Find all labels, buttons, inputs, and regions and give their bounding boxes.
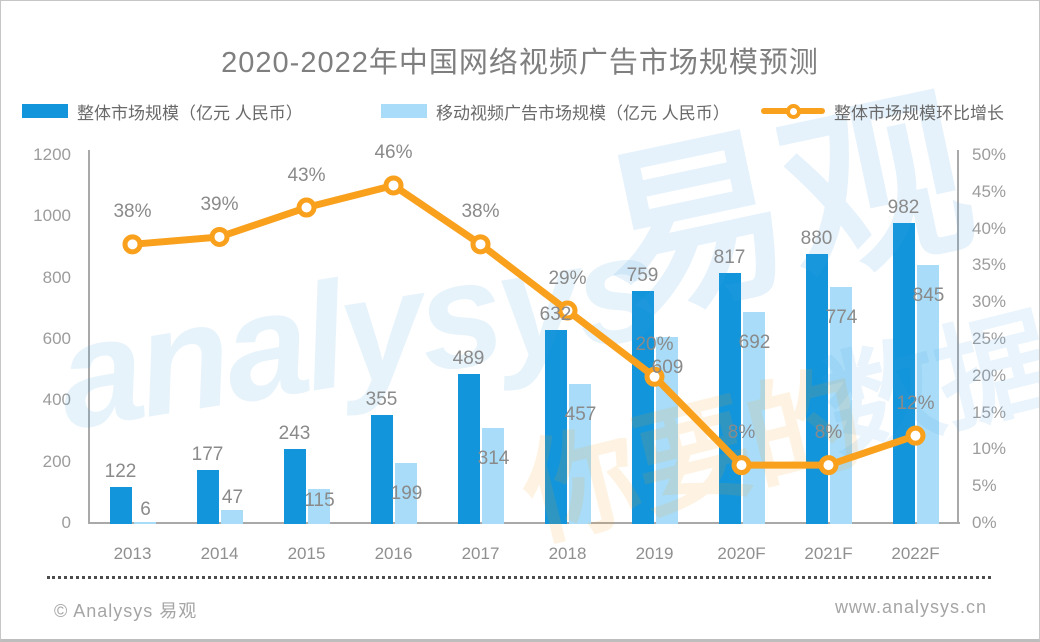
bar-value-label-mobile: 692 [738, 331, 771, 353]
bottom-axis-line [88, 522, 960, 524]
left-axis-tick-label: 600 [42, 329, 71, 348]
line-marker-icon [470, 234, 491, 255]
bar-value-label-mobile: 199 [390, 482, 423, 504]
bar-value-label-total: 489 [452, 348, 485, 370]
footer-copyright: © Analysys 易观 [54, 601, 198, 621]
legend-label: 整体市场规模环比增长 [834, 103, 1004, 123]
line-marker-icon [383, 175, 404, 196]
bar-total-market [718, 273, 741, 524]
bar-value-label-total: 880 [800, 228, 833, 250]
line-marker-icon [122, 234, 143, 255]
dotted-separator [47, 576, 991, 579]
bar-value-label-mobile: 47 [221, 486, 244, 508]
line-percent-label: 46% [374, 142, 413, 164]
bar-value-label-mobile: 845 [912, 284, 945, 306]
right-axis-line [957, 150, 959, 524]
legend-item-total-market: 整体市场规模（亿元 人民币） [22, 100, 303, 123]
bar-mobile-market [481, 427, 504, 524]
right-axis-tick-label: 40% [972, 218, 1007, 238]
line-percent-label: 29% [548, 267, 587, 289]
line-percent-label: 12% [896, 392, 935, 414]
right-axis-tick-label: 35% [972, 255, 1007, 275]
left-axis-tick-label: 200 [42, 451, 71, 471]
bar-value-label-total: 243 [278, 423, 311, 445]
right-axis-tick-label: 30% [972, 292, 1007, 312]
bar-total-market [109, 486, 132, 524]
legend-label: 整体市场规模（亿元 人民币） [77, 103, 303, 123]
bar-value-label-total: 355 [365, 389, 398, 411]
x-axis-category-label: 2015 [287, 544, 326, 563]
line-percent-label: 8% [727, 422, 756, 444]
bar-total-market [283, 449, 306, 524]
bar-total-market [892, 222, 915, 524]
left-axis-line [88, 150, 90, 524]
chart-title: 2020-2022年中国网络视频广告市场规模预测 [221, 47, 819, 79]
left-axis-tick-label: 1200 [33, 145, 71, 164]
bar-value-label-total: 817 [713, 247, 746, 269]
legend-label: 移动视频广告市场规模（亿元 人民币） [436, 103, 730, 123]
legend-item-growth-rate: 整体市场规模环比增长 [761, 100, 1004, 123]
x-axis-category-label: 2016 [374, 544, 413, 563]
bar-total-market [196, 469, 219, 524]
bar-value-label-mobile: 115 [304, 489, 335, 511]
line-percent-label: 43% [287, 164, 326, 186]
right-axis-tick-label: 50% [972, 145, 1007, 164]
bar-value-label-total: 177 [191, 443, 224, 465]
bar-total-market [805, 254, 828, 524]
right-axis-tick-label: 10% [972, 439, 1007, 459]
bar-value-label-mobile: 457 [564, 403, 597, 425]
x-axis-category-label: 2017 [461, 544, 500, 563]
legend-item-mobile-market: 移动视频广告市场规模（亿元 人民币） [381, 100, 730, 123]
bar-mobile-market [916, 264, 939, 524]
bar-total-market [631, 291, 654, 524]
legend-swatch-dark-bar-icon [22, 104, 68, 118]
legend-swatch-line-marker-icon [761, 104, 825, 119]
right-axis-tick-label: 5% [972, 476, 997, 496]
bar-mobile-market [133, 522, 156, 524]
line-marker-icon [296, 197, 317, 218]
x-axis-category-label: 2013 [113, 544, 152, 563]
footer-website: www.analysys.cn [834, 597, 987, 617]
left-axis-tick-label: 0 [61, 513, 71, 532]
x-axis-category-label: 2021F [804, 544, 853, 563]
left-axis-tick-label: 400 [42, 390, 71, 410]
x-axis-category-label: 2019 [635, 544, 674, 563]
x-axis-category-label: 2018 [548, 544, 587, 563]
x-axis-category-label: 2020F [717, 544, 766, 563]
x-axis-category-label: 2014 [200, 544, 239, 563]
legend-swatch-light-bar-icon [381, 104, 427, 118]
left-axis-tick-label: 1000 [33, 206, 71, 226]
bar-value-label-total: 122 [104, 460, 137, 482]
bar-value-label-mobile: 609 [651, 357, 684, 379]
left-axis-tick-label: 800 [42, 267, 71, 287]
right-axis-tick-label: 20% [972, 365, 1007, 385]
bar-mobile-market [394, 462, 417, 524]
line-percent-label: 39% [200, 193, 239, 215]
line-percent-label: 38% [113, 201, 152, 223]
bar-value-label-mobile: 774 [825, 306, 858, 328]
line-percent-label: 20% [635, 333, 674, 355]
bar-value-label-mobile: 6 [140, 499, 151, 521]
bar-value-label-mobile: 314 [477, 447, 510, 469]
bar-value-label-total: 982 [887, 196, 920, 218]
right-axis-tick-label: 25% [972, 329, 1007, 348]
x-axis-category-label: 2022F [891, 544, 940, 563]
bar-total-market [370, 415, 393, 524]
right-axis-tick-label: 0% [972, 513, 997, 532]
bar-mobile-market [220, 509, 243, 524]
bar-value-label-total: 632 [539, 304, 572, 326]
bar-mobile-market [307, 488, 330, 524]
right-axis-tick-label: 15% [972, 402, 1007, 422]
line-percent-label: 38% [461, 201, 500, 223]
line-percent-label: 8% [814, 422, 843, 444]
line-marker-icon [209, 226, 230, 247]
bar-total-market [544, 330, 567, 524]
right-axis-tick-label: 45% [972, 181, 1007, 201]
